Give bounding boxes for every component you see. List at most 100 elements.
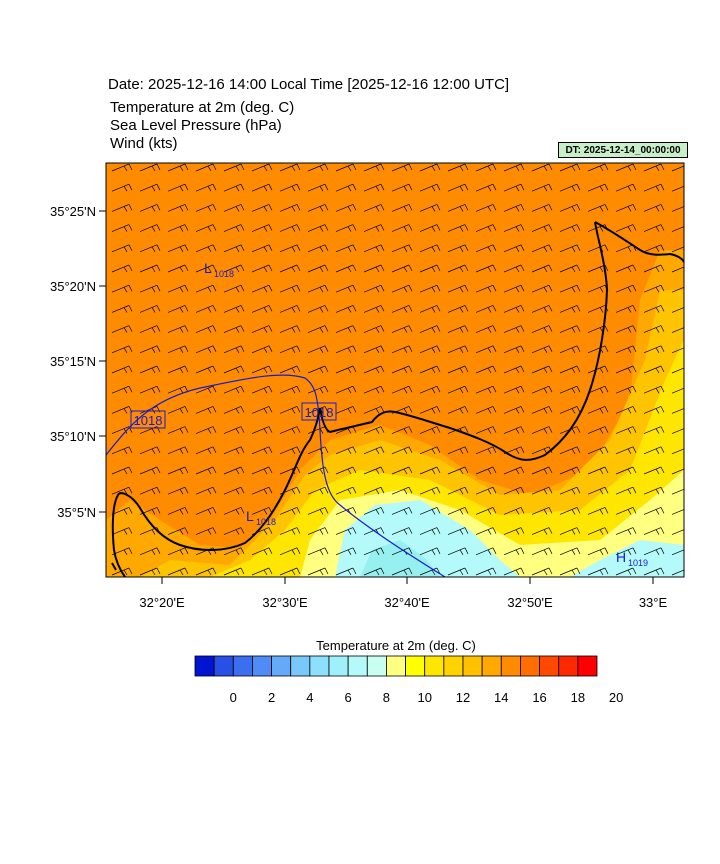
wind-barb: [475, 446, 497, 455]
colorbar-swatch: [271, 655, 292, 677]
wind-barb: [391, 183, 413, 192]
wind-barb: [475, 305, 497, 313]
wind-barb: [419, 325, 441, 333]
wind-barb: [503, 305, 525, 313]
wind-barb: [643, 264, 665, 273]
wind-barb: [223, 385, 245, 394]
wind-barb: [559, 305, 581, 313]
wind-barb: [475, 426, 497, 434]
wind-barb: [335, 305, 357, 313]
wind-barb: [643, 163, 665, 172]
wind-barb: [167, 204, 189, 212]
wind-barb: [447, 547, 469, 556]
wind-barb: [587, 204, 609, 212]
wind-barb: [559, 183, 581, 192]
colorbar-swatch: [366, 655, 387, 677]
wind-barb: [279, 385, 301, 394]
wind-barb: [615, 507, 637, 515]
wind-barb: [587, 183, 609, 192]
y-tick-label: 35°5'N: [57, 505, 96, 520]
wind-barb: [671, 569, 684, 576]
wind-barb: [307, 547, 329, 556]
wind-barb: [167, 284, 189, 293]
wind-barb: [531, 507, 553, 515]
wind-barb: [419, 183, 441, 192]
wind-barb: [251, 426, 273, 434]
wind-barb: [615, 204, 637, 212]
wind-barb: [615, 385, 637, 394]
wind-barb: [475, 345, 497, 354]
wind-barb: [447, 325, 469, 333]
wind-barb: [531, 183, 553, 192]
wind-barb: [503, 385, 525, 394]
wind-barb: [111, 183, 133, 192]
wind-barb: [223, 406, 245, 414]
wind-barb: [251, 224, 273, 232]
wind-barb: [587, 567, 609, 576]
wind-barb: [363, 204, 385, 212]
wind-barb: [615, 446, 637, 455]
wind-barb: [335, 224, 357, 232]
wind-barb: [363, 466, 385, 475]
wind-barb: [475, 365, 497, 374]
wind-barb: [111, 284, 133, 293]
wind-barb: [531, 426, 553, 434]
wind-barb: [195, 486, 217, 495]
wind-barb: [167, 365, 189, 374]
wind-barb: [503, 264, 525, 273]
colorbar-swatch: [347, 655, 368, 677]
wind-barb: [447, 527, 469, 535]
wind-barb: [139, 305, 161, 313]
wind-barb: [195, 305, 217, 313]
wind-barb: [195, 163, 217, 172]
wind-barb: [223, 163, 245, 172]
colorbar-swatch: [443, 655, 464, 677]
wind-barb: [447, 466, 469, 475]
wind-barb: [111, 305, 133, 313]
wind-barb: [615, 325, 637, 333]
wind-barb: [503, 507, 525, 515]
wind-barb: [195, 426, 217, 434]
wind-barb: [279, 284, 301, 293]
wind-barb: [419, 547, 441, 556]
wind-barb: [279, 264, 301, 273]
wind-barb: [279, 567, 301, 576]
wind-barb: [475, 406, 497, 414]
wind-barb: [643, 183, 665, 192]
wind-barb: [391, 365, 413, 374]
wind-barb: [251, 183, 273, 192]
colorbar-swatch: [500, 655, 521, 677]
wind-barb: [195, 204, 217, 212]
wind-barb: [615, 406, 637, 414]
wind-barb: [335, 567, 357, 576]
wind-barb: [503, 244, 525, 253]
wind-barb: [167, 325, 189, 333]
wind-barb: [139, 385, 161, 394]
x-tick-label: 32°50'E: [507, 595, 553, 610]
wind-barb: [615, 547, 637, 556]
wind-barb: [391, 264, 413, 273]
colorbar-swatch: [290, 655, 311, 677]
wind-barb: [643, 244, 665, 253]
y-tick-label: 35°10'N: [50, 429, 96, 444]
wind-barb: [167, 244, 189, 253]
wind-barb: [587, 547, 609, 556]
wind-barb: [363, 365, 385, 374]
colorbar-label: 4: [306, 690, 313, 705]
wind-barb: [251, 163, 273, 172]
wind-barb: [503, 365, 525, 374]
wind-barb: [671, 448, 684, 455]
wind-barb: [615, 426, 637, 434]
variable-pressure-label: Sea Level Pressure (hPa): [110, 117, 282, 134]
wind-barb: [671, 246, 684, 253]
wind-barb: [643, 224, 665, 232]
colorbar-swatch: [309, 655, 330, 677]
colorbar-label: 6: [345, 690, 352, 705]
wind-barb: [195, 385, 217, 394]
temp-fill-cyan: [360, 540, 440, 577]
wind-barb: [307, 204, 329, 212]
wind-barb: [559, 224, 581, 232]
wind-barb: [475, 507, 497, 515]
wind-barb: [419, 426, 441, 434]
